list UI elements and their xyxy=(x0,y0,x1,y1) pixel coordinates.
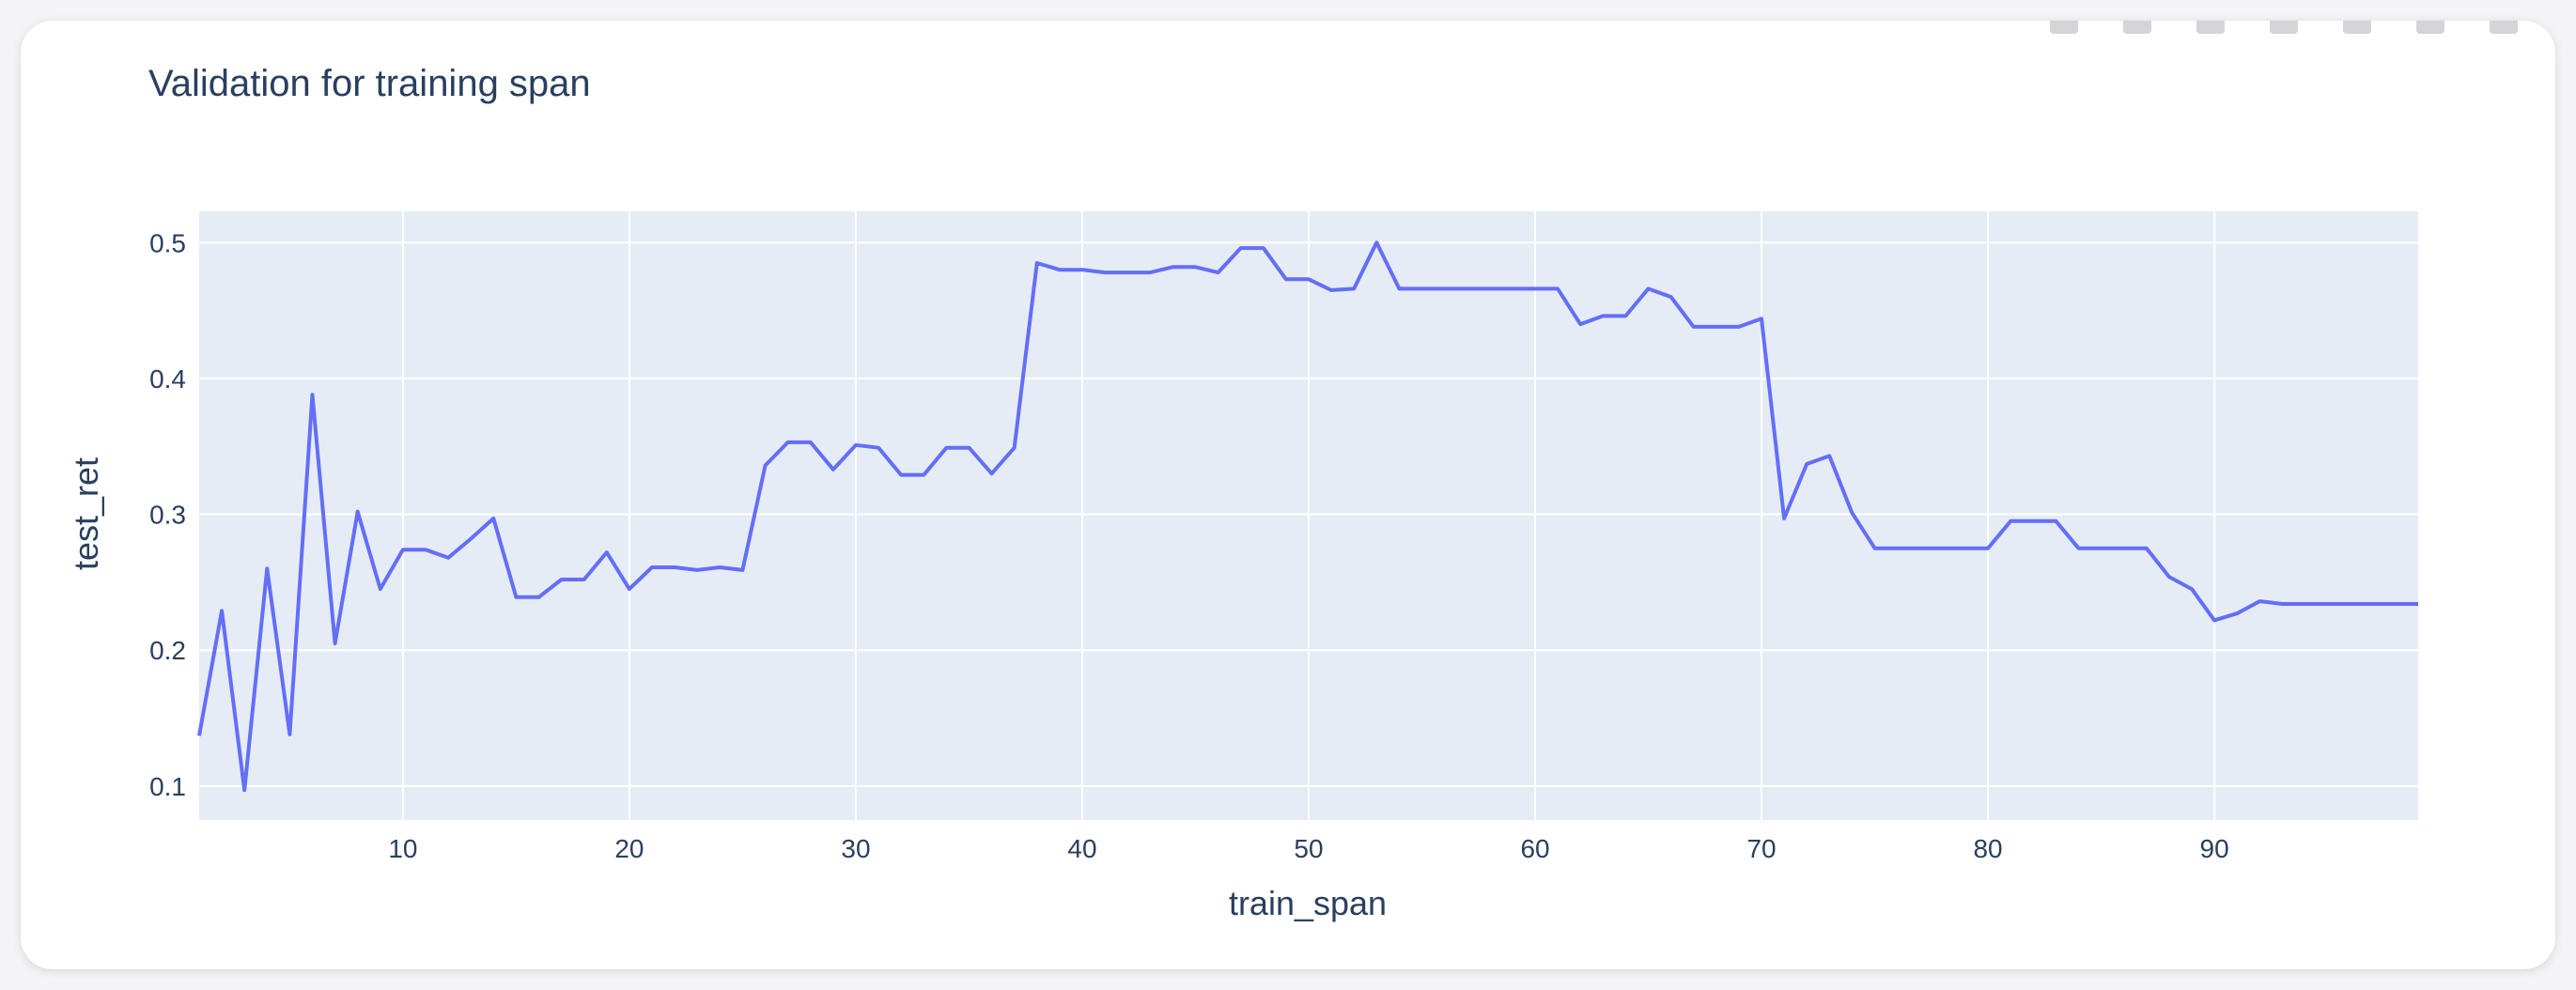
x-gridlines xyxy=(401,211,2216,820)
chart-title: Validation for training span xyxy=(148,63,591,104)
download-plot-icon[interactable] xyxy=(2050,21,2078,34)
x-tick-label: 20 xyxy=(614,834,644,863)
y-axis-label: test_ret xyxy=(67,457,105,570)
autoscale-icon[interactable] xyxy=(2416,21,2444,34)
zoom-icon[interactable] xyxy=(2123,21,2151,34)
x-tick-label: 10 xyxy=(388,834,417,863)
y-gridlines xyxy=(199,241,2418,787)
x-tick-label: 70 xyxy=(1746,834,1776,863)
x-tick-label: 40 xyxy=(1067,834,1096,863)
y-tick-label: 0.2 xyxy=(149,636,186,665)
x-tick-labels: 10 20 30 40 50 60 70 80 90 xyxy=(388,834,2228,863)
reset-axes-icon[interactable] xyxy=(2490,21,2518,34)
y-tick-label: 0.4 xyxy=(149,364,186,394)
x-tick-label: 60 xyxy=(1520,834,1549,863)
y-tick-label: 0.5 xyxy=(149,228,186,257)
x-tick-label: 50 xyxy=(1294,834,1323,863)
zoom-in-icon[interactable] xyxy=(2270,21,2298,34)
zoom-out-icon[interactable] xyxy=(2343,21,2371,34)
y-tick-label: 0.1 xyxy=(149,772,186,801)
pan-icon[interactable] xyxy=(2196,21,2225,34)
modebar xyxy=(2050,21,2518,34)
x-tick-label: 80 xyxy=(1973,834,2002,863)
x-axis-label: train_span xyxy=(1229,884,1387,922)
x-tick-label: 30 xyxy=(841,834,870,863)
chart-card: 10 20 30 40 50 60 70 80 90 0.1 0.2 0.3 0.4 0.5 Valid… xyxy=(21,21,2555,969)
line-chart: 10 20 30 40 50 60 70 80 90 0.1 0.2 0.3 0.4 0.5 Valid… xyxy=(67,63,2418,922)
y-tick-labels: 0.1 0.2 0.3 0.4 0.5 xyxy=(149,228,186,801)
series-line[interactable] xyxy=(197,240,2418,793)
x-tick-label: 90 xyxy=(2200,834,2229,863)
y-tick-label: 0.3 xyxy=(149,501,186,530)
